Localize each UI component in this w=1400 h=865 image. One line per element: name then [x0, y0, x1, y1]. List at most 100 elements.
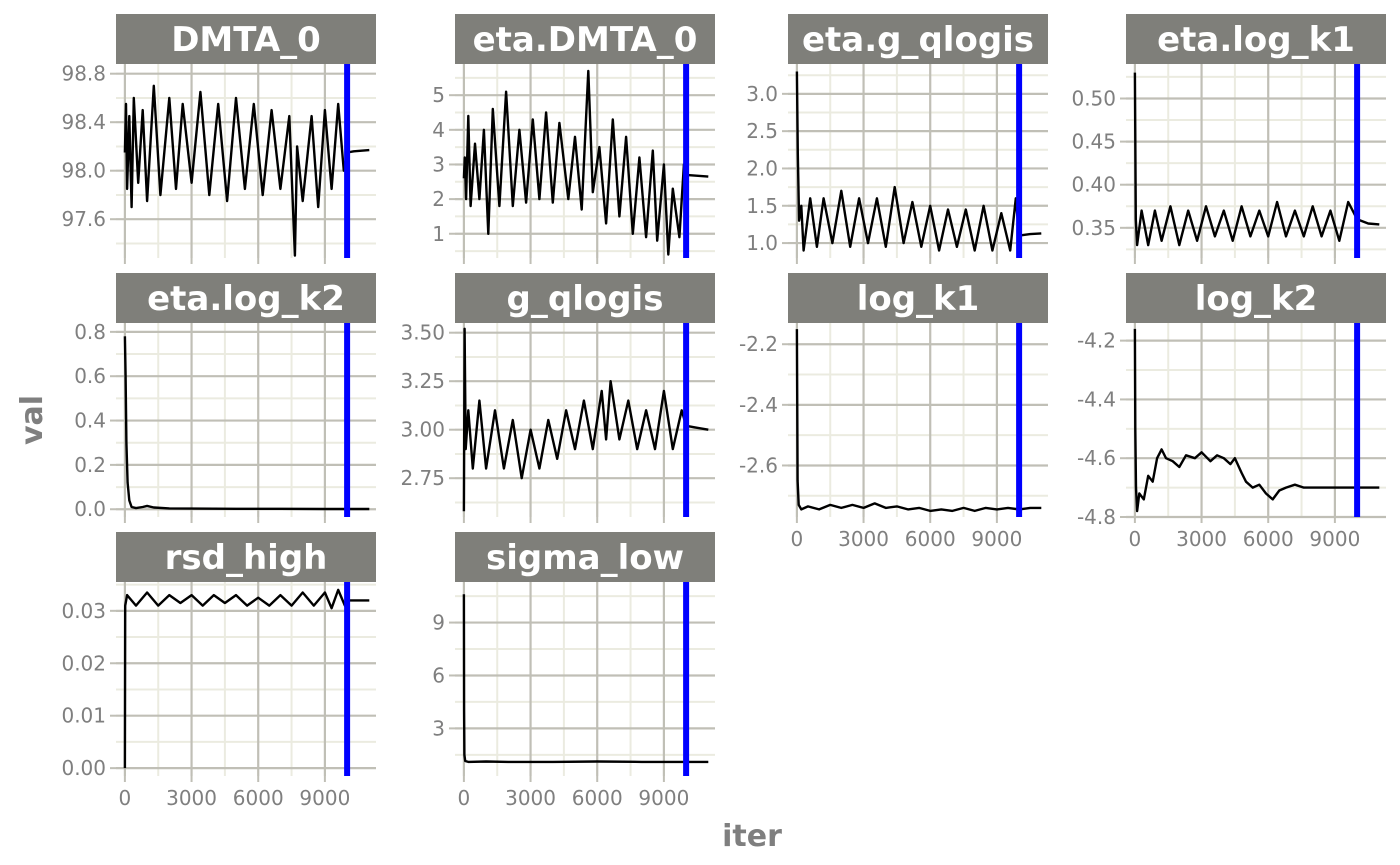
y-tick-label: 1.5	[746, 194, 778, 218]
y-tick-label: 0.8	[74, 320, 106, 344]
y-tick-label: 3	[432, 152, 445, 176]
y-tick-label: 1	[432, 222, 445, 246]
facet-strip-label: log_k2	[1195, 279, 1318, 319]
x-tick-label: 3000	[838, 527, 889, 551]
y-tick-label: -4.4	[1077, 387, 1116, 411]
y-tick-label: 9	[432, 611, 445, 635]
trace-line	[795, 71, 1042, 252]
trace-line	[1133, 72, 1380, 247]
facet-panel: eta.log_k2 0.0 0.2 0.4 0.6 0.8	[74, 273, 376, 523]
y-tick-label: 2	[432, 187, 445, 211]
y-tick-label: 0.03	[61, 599, 106, 623]
x-axis-title: iter	[722, 819, 782, 854]
facet-strip	[1126, 273, 1386, 323]
facet-strip-label: eta.g_qlogis	[802, 20, 1034, 60]
x-tick-label: 9000	[299, 786, 350, 810]
facet-panel: log_k2 -4.8 -4.6 -4.4 -4.2 0 3000 6000 9000	[1077, 273, 1386, 551]
x-tick-label: 9000	[638, 786, 689, 810]
y-tick-label: 0.35	[1071, 216, 1116, 240]
facet-strip	[788, 273, 1048, 323]
trace-line	[123, 588, 370, 769]
y-tick-label: 0.6	[74, 364, 106, 388]
y-tick-label: 0.0	[74, 497, 106, 521]
trace-line	[795, 329, 1042, 513]
facet-panel: eta.g_qlogis 1.0 1.5 2.0 2.5 3.0	[746, 14, 1048, 264]
facet-strip	[116, 14, 376, 64]
y-tick-label: 6	[432, 663, 445, 687]
x-tick-label: 9000	[971, 527, 1022, 551]
y-tick-label: 0.4	[74, 409, 106, 433]
y-tick-label: 98.0	[61, 159, 106, 183]
x-tick-label: 3000	[166, 786, 217, 810]
y-tick-label: 0.40	[1071, 173, 1116, 197]
facet-strip-label: eta.DMTA_0	[473, 20, 698, 60]
facet-panel: eta.DMTA_0 1 2 3 4 5	[432, 14, 715, 264]
y-tick-label: -4.8	[1077, 505, 1116, 529]
facet-strip-label: DMTA_0	[171, 20, 321, 60]
facet-strip	[116, 532, 376, 582]
y-tick-label: 2.75	[400, 466, 445, 490]
facet-strip-label: log_k1	[857, 279, 980, 319]
trace-line	[123, 336, 370, 511]
x-tick-label: 0	[1129, 527, 1142, 551]
x-tick-label: 6000	[233, 786, 284, 810]
facet-strip-label: sigma_low	[486, 538, 684, 578]
y-tick-label: 0.01	[61, 704, 106, 728]
y-tick-label: -4.6	[1077, 446, 1116, 470]
facet-strip	[455, 532, 715, 582]
y-tick-label: 0.2	[74, 453, 106, 477]
x-tick-label: 0	[791, 527, 804, 551]
facet-strip-label: eta.log_k2	[147, 279, 345, 319]
y-tick-label: -2.2	[739, 332, 778, 356]
x-tick-label: 0	[119, 786, 132, 810]
y-tick-label: 3.00	[400, 418, 445, 442]
x-tick-label: 3000	[505, 786, 556, 810]
x-tick-label: 3000	[1176, 527, 1227, 551]
facet-strip-label: rsd_high	[165, 538, 328, 578]
trace-line	[462, 327, 709, 512]
trace-line	[123, 84, 370, 257]
facet-strip	[788, 14, 1048, 64]
facet-strip	[455, 273, 715, 323]
x-tick-label: 6000	[572, 786, 623, 810]
y-tick-label: 4	[432, 118, 445, 142]
y-tick-label: 1.0	[746, 231, 778, 255]
trace-line	[1133, 328, 1380, 513]
y-tick-label: -2.6	[739, 453, 778, 477]
y-tick-label: 0.02	[61, 651, 106, 675]
facet-panel: rsd_high 0.00 0.01 0.02 0.03 0 3000 6000 9000	[61, 532, 376, 810]
facet-panel: g_qlogis 2.75 3.00 3.25 3.50	[400, 273, 715, 523]
facet-strip	[455, 14, 715, 64]
y-tick-label: 97.6	[61, 207, 106, 231]
facet-panel: sigma_low 3 6 9 0 3000 6000 9000	[432, 532, 715, 810]
x-tick-label: 0	[458, 786, 471, 810]
y-tick-label: 3.50	[400, 321, 445, 345]
x-tick-label: 6000	[905, 527, 956, 551]
y-tick-label: 0.45	[1071, 130, 1116, 154]
y-tick-label: 0.00	[61, 756, 106, 780]
x-tick-label: 6000	[1243, 527, 1294, 551]
y-tick-label: 5	[432, 83, 445, 107]
facet-panel: log_k1 -2.6 -2.4 -2.2 0 3000 6000 9000	[739, 273, 1048, 551]
facet-panel: eta.log_k1 0.35 0.40 0.45 0.50	[1071, 14, 1386, 264]
y-tick-label: 3	[432, 716, 445, 740]
x-tick-label: 9000	[1309, 527, 1360, 551]
facet-panel: DMTA_0 97.6 98.0 98.4 98.8	[61, 14, 376, 264]
y-tick-label: 2.0	[746, 156, 778, 180]
trace-line	[462, 69, 709, 256]
y-tick-label: 2.5	[746, 119, 778, 143]
facet-strip-label: eta.log_k1	[1157, 20, 1355, 60]
y-axis-title: val	[15, 395, 50, 445]
facet-strip	[1126, 14, 1386, 64]
facet-strip	[116, 273, 376, 323]
y-tick-label: 3.25	[400, 369, 445, 393]
trace-line	[462, 594, 709, 764]
facet-panels: DMTA_097.698.098.498.8eta.DMTA_012345eta…	[61, 14, 1386, 810]
y-tick-label: 98.8	[61, 62, 106, 86]
y-tick-label: 98.4	[61, 110, 106, 134]
y-tick-label: -4.2	[1077, 329, 1116, 353]
facet-strip-label: g_qlogis	[507, 279, 664, 319]
y-tick-label: 0.50	[1071, 86, 1116, 110]
y-tick-label: 3.0	[746, 82, 778, 106]
